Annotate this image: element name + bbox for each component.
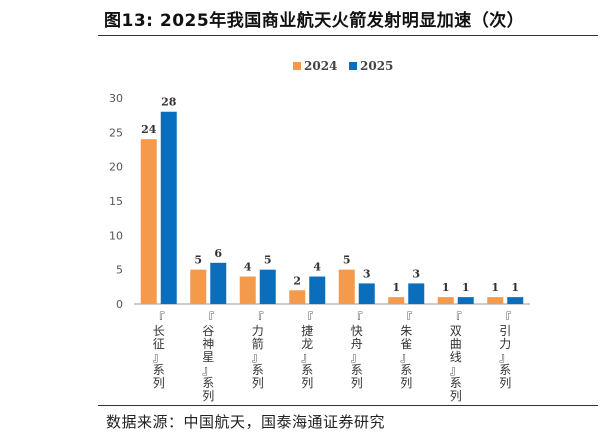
bar-2025	[408, 283, 425, 304]
y-tick-label: 15	[109, 195, 123, 208]
bar-2024	[140, 139, 157, 304]
data-label-2025: 5	[264, 254, 272, 267]
category-label: 『谷神星』系列	[202, 311, 214, 403]
legend-swatch-2025	[349, 62, 357, 70]
data-label-2025: 1	[462, 281, 470, 294]
y-tick-label: 25	[109, 126, 123, 139]
y-tick-label: 5	[116, 264, 123, 277]
data-label-2024: 5	[194, 254, 202, 267]
bar-2024	[289, 290, 306, 304]
data-label-2025: 3	[363, 267, 371, 280]
data-label-2025: 6	[214, 247, 222, 260]
bar-2025	[358, 283, 375, 304]
y-tick-label: 30	[109, 92, 123, 105]
bar-2025	[160, 111, 177, 304]
data-label-2024: 4	[244, 261, 252, 274]
y-tick-label: 10	[109, 229, 123, 242]
source-note: 数据来源：中国航天，国泰海通证券研究	[106, 413, 386, 431]
data-label-2024: 24	[141, 123, 157, 136]
bar-2024	[388, 297, 405, 304]
legend-label-2025: 2025	[360, 59, 393, 73]
bar-2024	[338, 269, 355, 304]
bar-2025	[210, 262, 227, 304]
category-label: 『力箭』系列	[252, 311, 264, 390]
data-label-2025: 28	[161, 96, 177, 109]
bar-2025	[457, 297, 474, 304]
figure-title: 图13: 2025年我国商业航天火箭发射明显加速（次）	[104, 11, 525, 31]
data-label-2025: 4	[313, 261, 321, 274]
title-rule	[98, 35, 598, 36]
source-rule	[98, 405, 598, 406]
category-label: 『引力』系列	[499, 311, 511, 390]
data-label-2024: 1	[392, 281, 400, 294]
y-tick-label: 0	[116, 298, 123, 311]
bar-2025	[259, 269, 276, 304]
bar-chart: 0510152025302428『长征』系列56『谷神星』系列45『力箭』系列2…	[109, 59, 530, 403]
data-label-2025: 1	[511, 281, 519, 294]
legend-label-2024: 2024	[304, 59, 337, 73]
category-label: 『长征』系列	[153, 311, 165, 390]
legend-swatch-2024	[293, 62, 301, 70]
data-label-2024: 5	[343, 254, 351, 267]
bar-2024	[190, 269, 207, 304]
bar-2024	[487, 297, 504, 304]
y-tick-label: 20	[109, 161, 123, 174]
data-label-2024: 1	[491, 281, 499, 294]
category-label: 『捷龙』系列	[301, 311, 313, 390]
data-label-2024: 2	[293, 274, 301, 287]
data-label-2024: 1	[442, 281, 450, 294]
bar-2025	[309, 276, 326, 304]
bar-2024	[239, 276, 256, 304]
bar-2024	[437, 297, 454, 304]
data-label-2025: 3	[412, 267, 420, 280]
category-label: 『朱雀』系列	[400, 311, 412, 390]
category-label: 『快舟』系列	[351, 311, 363, 390]
bar-2025	[507, 297, 524, 304]
category-label: 『双曲线』系列	[450, 311, 462, 403]
